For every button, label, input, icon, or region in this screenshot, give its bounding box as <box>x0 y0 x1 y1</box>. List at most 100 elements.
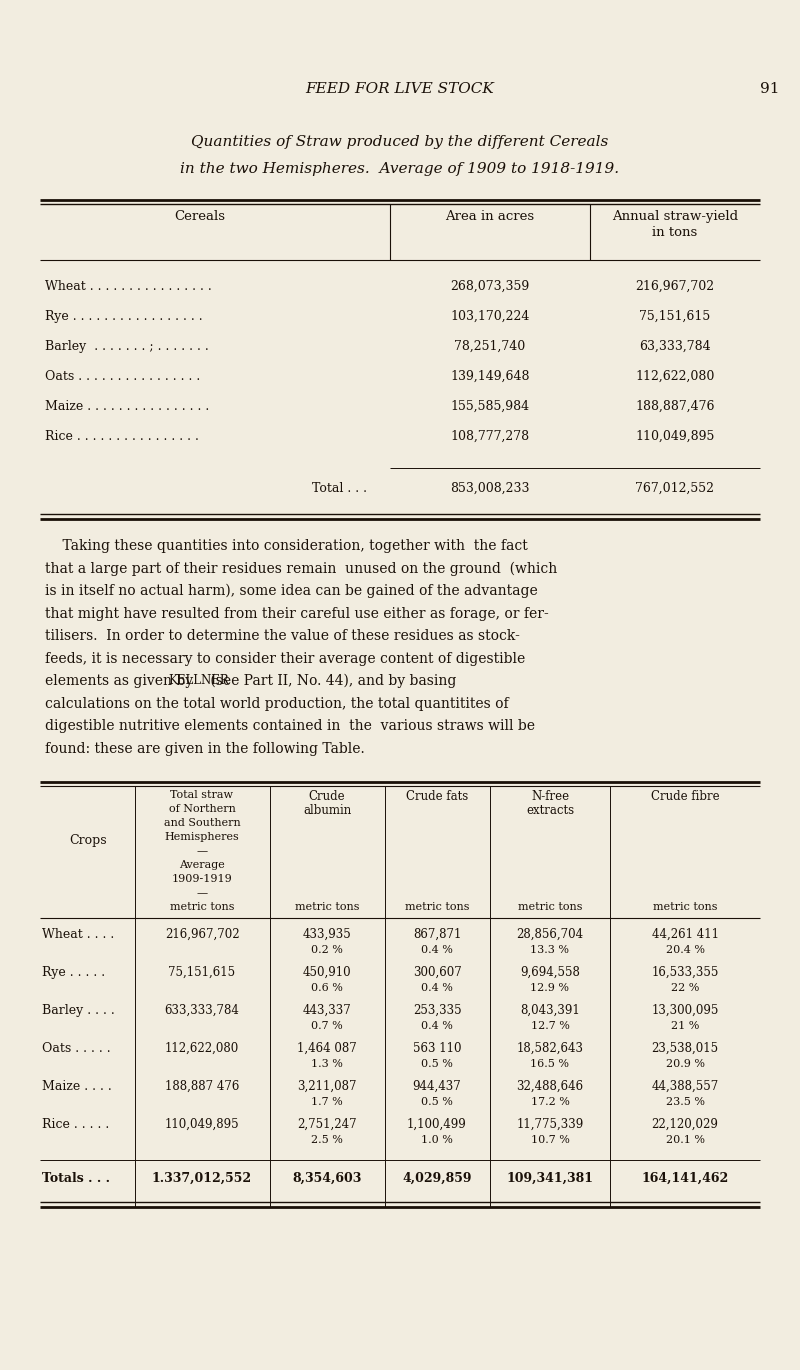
Text: 22,120,029: 22,120,029 <box>651 1118 718 1132</box>
Text: 20.9 %: 20.9 % <box>666 1059 705 1069</box>
Text: 12.9 %: 12.9 % <box>530 984 570 993</box>
Text: 11,775,339: 11,775,339 <box>516 1118 584 1132</box>
Text: 443,337: 443,337 <box>302 1004 351 1017</box>
Text: 44,261 411: 44,261 411 <box>651 927 718 941</box>
Text: in the two Hemispheres.  Average of 1909 to 1918-1919.: in the two Hemispheres. Average of 1909 … <box>181 162 619 175</box>
Text: 13.3 %: 13.3 % <box>530 945 570 955</box>
Text: 18,582,643: 18,582,643 <box>517 1043 583 1055</box>
Text: 23.5 %: 23.5 % <box>666 1097 705 1107</box>
Text: 8,354,603: 8,354,603 <box>292 1171 362 1185</box>
Text: 9,694,558: 9,694,558 <box>520 966 580 980</box>
Text: 112,622,080: 112,622,080 <box>635 370 714 384</box>
Text: 16,533,355: 16,533,355 <box>651 966 718 980</box>
Text: 0.5 %: 0.5 % <box>421 1097 453 1107</box>
Text: 1909-1919: 1909-1919 <box>172 874 232 884</box>
Text: Wheat . . . .: Wheat . . . . <box>42 927 114 941</box>
Text: 108,777,278: 108,777,278 <box>450 430 530 443</box>
Text: 853,008,233: 853,008,233 <box>450 482 530 495</box>
Text: metric tons: metric tons <box>405 901 470 912</box>
Text: Barley  . . . . . . . ; . . . . . . .: Barley . . . . . . . ; . . . . . . . <box>45 340 209 353</box>
Text: Average: Average <box>179 860 225 870</box>
Text: 10.7 %: 10.7 % <box>530 1134 570 1145</box>
Text: Total straw: Total straw <box>170 790 234 800</box>
Text: 1,100,499: 1,100,499 <box>407 1118 467 1132</box>
Text: found: these are given in the following Table.: found: these are given in the following … <box>45 741 365 755</box>
Text: 164,141,462: 164,141,462 <box>642 1171 729 1185</box>
Text: Maize . . . .: Maize . . . . <box>42 1080 112 1093</box>
Text: extracts: extracts <box>526 804 574 817</box>
Text: 1,464 087: 1,464 087 <box>297 1043 357 1055</box>
Text: Oats . . . . . . . . . . . . . . . .: Oats . . . . . . . . . . . . . . . . <box>45 370 200 384</box>
Text: Rice . . . . .: Rice . . . . . <box>42 1118 110 1132</box>
Text: 767,012,552: 767,012,552 <box>635 482 714 495</box>
Text: Crops: Crops <box>69 833 107 847</box>
Text: metric tons: metric tons <box>294 901 359 912</box>
Text: N-free: N-free <box>531 790 569 803</box>
Text: 563 110: 563 110 <box>413 1043 462 1055</box>
Text: Annual straw-yield: Annual straw-yield <box>612 210 738 223</box>
Text: 91: 91 <box>760 82 779 96</box>
Text: metric tons: metric tons <box>518 901 582 912</box>
Text: Maize . . . . . . . . . . . . . . . .: Maize . . . . . . . . . . . . . . . . <box>45 400 210 412</box>
Text: 32,488,646: 32,488,646 <box>517 1080 583 1093</box>
Text: Hemispheres: Hemispheres <box>165 832 239 843</box>
Text: that might have resulted from their careful use either as forage, or fer-: that might have resulted from their care… <box>45 607 549 621</box>
Text: 63,333,784: 63,333,784 <box>639 340 711 353</box>
Text: 28,856,704: 28,856,704 <box>517 927 583 941</box>
Text: feeds, it is necessary to consider their average content of digestible: feeds, it is necessary to consider their… <box>45 652 526 666</box>
Text: Crude fats: Crude fats <box>406 790 468 803</box>
Text: Totals . . .: Totals . . . <box>42 1171 110 1185</box>
Text: albumin: albumin <box>303 804 351 817</box>
Text: Barley . . . .: Barley . . . . <box>42 1004 114 1017</box>
Text: —: — <box>197 847 207 856</box>
Text: Rice . . . . . . . . . . . . . . . .: Rice . . . . . . . . . . . . . . . . <box>45 430 199 443</box>
Text: 433,935: 433,935 <box>302 927 351 941</box>
Text: 944,437: 944,437 <box>413 1080 462 1093</box>
Text: 1.3 %: 1.3 % <box>311 1059 343 1069</box>
Text: in tons: in tons <box>652 226 698 238</box>
Text: Crude: Crude <box>309 790 346 803</box>
Text: Oats . . . . .: Oats . . . . . <box>42 1043 110 1055</box>
Text: 75,151,615: 75,151,615 <box>639 310 710 323</box>
Text: metric tons: metric tons <box>653 901 718 912</box>
Text: 155,585,984: 155,585,984 <box>450 400 530 412</box>
Text: 109,341,381: 109,341,381 <box>506 1171 594 1185</box>
Text: 0.4 %: 0.4 % <box>421 945 453 955</box>
Text: 188,887 476: 188,887 476 <box>165 1080 239 1093</box>
Text: KELLNER: KELLNER <box>168 674 229 686</box>
Text: 1.337,012,552: 1.337,012,552 <box>152 1171 252 1185</box>
Text: 216,967,702: 216,967,702 <box>635 279 714 293</box>
Text: Wheat . . . . . . . . . . . . . . . .: Wheat . . . . . . . . . . . . . . . . <box>45 279 212 293</box>
Text: 16.5 %: 16.5 % <box>530 1059 570 1069</box>
Text: 2,751,247: 2,751,247 <box>297 1118 357 1132</box>
Text: 253,335: 253,335 <box>413 1004 462 1017</box>
Text: 4,029,859: 4,029,859 <box>402 1171 472 1185</box>
Text: 23,538,015: 23,538,015 <box>651 1043 718 1055</box>
Text: 0.4 %: 0.4 % <box>421 1021 453 1032</box>
Text: 139,149,648: 139,149,648 <box>450 370 530 384</box>
Text: 216,967,702: 216,967,702 <box>165 927 239 941</box>
Text: 1.0 %: 1.0 % <box>421 1134 453 1145</box>
Text: 2.5 %: 2.5 % <box>311 1134 343 1145</box>
Text: 78,251,740: 78,251,740 <box>454 340 526 353</box>
Text: 0.4 %: 0.4 % <box>421 984 453 993</box>
Text: Quantities of Straw produced by the different Cereals: Quantities of Straw produced by the diff… <box>191 136 609 149</box>
Text: 21 %: 21 % <box>671 1021 699 1032</box>
Text: 0.2 %: 0.2 % <box>311 945 343 955</box>
Text: 44,388,557: 44,388,557 <box>651 1080 718 1093</box>
Text: 3,211,087: 3,211,087 <box>298 1080 357 1093</box>
Text: tilisers.  In order to determine the value of these residues as stock-: tilisers. In order to determine the valu… <box>45 629 520 643</box>
Text: 867,871: 867,871 <box>413 927 461 941</box>
Text: 188,887,476: 188,887,476 <box>635 400 714 412</box>
Text: 103,170,224: 103,170,224 <box>450 310 530 323</box>
Text: 0.5 %: 0.5 % <box>421 1059 453 1069</box>
Text: elements as given by: elements as given by <box>45 674 198 688</box>
Text: 17.2 %: 17.2 % <box>530 1097 570 1107</box>
Text: Area in acres: Area in acres <box>446 210 534 223</box>
Text: 112,622,080: 112,622,080 <box>165 1043 239 1055</box>
Text: is in itself no actual harm), some idea can be gained of the advantage: is in itself no actual harm), some idea … <box>45 584 538 599</box>
Text: of Northern: of Northern <box>169 804 235 814</box>
Text: 8,043,391: 8,043,391 <box>520 1004 580 1017</box>
Text: 110,049,895: 110,049,895 <box>635 430 714 443</box>
Text: 0.6 %: 0.6 % <box>311 984 343 993</box>
